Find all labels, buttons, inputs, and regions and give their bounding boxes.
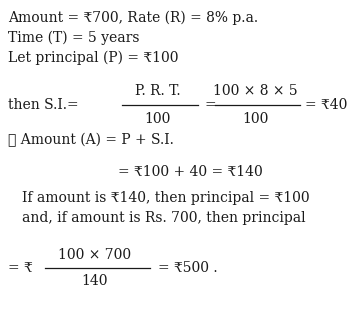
Text: and, if amount is Rs. 700, then principal: and, if amount is Rs. 700, then principa… (22, 211, 306, 225)
Text: then S.I.=: then S.I.= (8, 98, 79, 112)
Text: Time (T) = 5 years: Time (T) = 5 years (8, 31, 139, 45)
Text: = ₹500 .: = ₹500 . (158, 261, 218, 275)
Text: 100: 100 (145, 112, 171, 126)
Text: 100: 100 (242, 112, 268, 126)
Text: = ₹: = ₹ (8, 261, 33, 275)
Text: 100 × 8 × 5: 100 × 8 × 5 (213, 84, 297, 98)
Text: 100 × 700: 100 × 700 (59, 248, 132, 262)
Text: Amount = ₹700, Rate (R) = 8% p.a.: Amount = ₹700, Rate (R) = 8% p.a. (8, 11, 258, 25)
Text: = ₹100 + 40 = ₹140: = ₹100 + 40 = ₹140 (118, 165, 263, 179)
Text: If amount is ₹140, then principal = ₹100: If amount is ₹140, then principal = ₹100 (22, 191, 310, 205)
Text: = ₹40: = ₹40 (305, 98, 347, 112)
Text: ∴ Amount (A) = P + S.I.: ∴ Amount (A) = P + S.I. (8, 133, 174, 147)
Text: Let principal (P) = ₹100: Let principal (P) = ₹100 (8, 51, 179, 65)
Text: P. R. T.: P. R. T. (135, 84, 181, 98)
Text: =: = (205, 98, 217, 112)
Text: 140: 140 (82, 274, 108, 288)
